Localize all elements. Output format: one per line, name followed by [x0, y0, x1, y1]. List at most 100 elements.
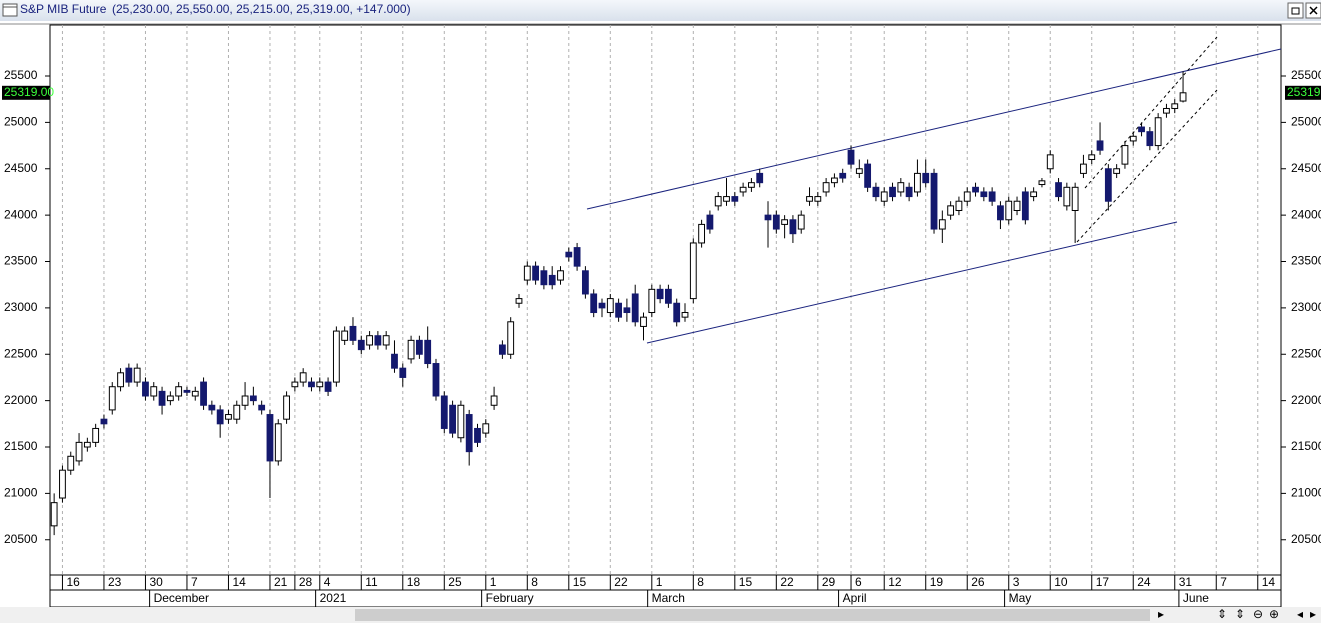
- candle-body: [739, 186, 747, 193]
- candle-body: [581, 270, 589, 295]
- x-tick-label: 17: [1096, 575, 1110, 589]
- x-tick-label: 10: [1054, 575, 1068, 589]
- candle-body: [590, 293, 598, 314]
- zoom-out[interactable]: ⊖: [1253, 607, 1263, 621]
- candle-body: [781, 219, 789, 225]
- y-tick-label: 21500: [4, 439, 38, 453]
- channel-upper: [586, 48, 1282, 210]
- dashed-lower: [1076, 89, 1218, 243]
- candle-body: [125, 367, 133, 383]
- candle-body: [565, 251, 573, 258]
- candle-body: [706, 214, 714, 230]
- candle-body: [673, 302, 681, 323]
- candle-body: [1121, 145, 1129, 165]
- candle-body: [889, 186, 896, 198]
- candle-body: [914, 172, 921, 193]
- x-tick-label: 11: [365, 575, 378, 589]
- candle-body: [457, 404, 465, 439]
- candle-body: [1046, 154, 1054, 170]
- candle-body: [1104, 168, 1112, 202]
- y-tick-label: 22000: [4, 393, 38, 407]
- candle-body: [258, 404, 266, 411]
- candle-body: [316, 381, 324, 388]
- candle-body: [548, 274, 556, 286]
- y-tick-label-right: 25000: [1291, 115, 1321, 129]
- month-label: June: [1183, 591, 1209, 605]
- candle-body: [1005, 200, 1013, 221]
- candle-body: [1063, 186, 1071, 207]
- scroll-right[interactable]: ▸: [1158, 607, 1164, 621]
- candle-body: [806, 196, 813, 202]
- zoom-v2[interactable]: ⇕: [1235, 607, 1245, 621]
- x-tick-label: 22: [780, 575, 794, 589]
- candle-body: [142, 381, 149, 397]
- candle-body: [108, 386, 116, 411]
- scroll-right-end[interactable]: ▸: [1310, 607, 1316, 621]
- y-tick-label-right: 20500: [1291, 532, 1321, 546]
- zoom-controls: ⇕ ⇕ ⊖ ⊕: [1217, 607, 1279, 621]
- candle-body: [1146, 131, 1154, 147]
- month-label: December: [154, 591, 209, 605]
- candle-body: [399, 367, 407, 378]
- x-axis-area: [49, 574, 1282, 608]
- y-tick-label-right: 21500: [1291, 439, 1321, 453]
- candle-body: [1163, 107, 1170, 114]
- candle-body: [831, 177, 838, 184]
- zoom-in[interactable]: ⊕: [1269, 607, 1279, 621]
- ohlc-summary: (25,230.00, 25,550.00, 25,215.00, 25,319…: [112, 2, 411, 16]
- candle-body: [357, 339, 365, 351]
- candle-body: [374, 335, 382, 346]
- candle-body: [133, 367, 141, 383]
- restore-button[interactable]: [1287, 2, 1304, 19]
- candle-body: [839, 172, 847, 179]
- candle-body: [482, 423, 490, 434]
- window-icon[interactable]: [2, 3, 18, 17]
- x-tick-label: 7: [191, 575, 198, 589]
- last-price-label: 25319.00: [4, 85, 54, 99]
- candle-body: [158, 390, 166, 406]
- candle-body: [216, 409, 224, 425]
- y-tick-label: 23500: [4, 254, 38, 268]
- y-tick-label: 22500: [4, 346, 38, 360]
- candle-body: [789, 219, 797, 235]
- last-price-label-right: 25319.00: [1287, 85, 1321, 99]
- candle-body: [797, 214, 805, 230]
- candle-body: [1055, 182, 1062, 198]
- scroll-left-end[interactable]: ◂: [1297, 607, 1303, 621]
- candle-body: [349, 325, 357, 341]
- candle-body: [391, 353, 398, 369]
- instrument-name: S&P MIB Future: [20, 2, 107, 16]
- month-label: 2021: [320, 591, 347, 605]
- month-label: May: [1009, 591, 1032, 605]
- candle-body: [191, 390, 199, 397]
- x-tick-label: 21: [274, 575, 288, 589]
- candle-body: [75, 441, 83, 462]
- candle-body: [814, 196, 822, 202]
- candle-body: [689, 242, 697, 300]
- x-tick-label: 30: [149, 575, 163, 589]
- candle-body: [366, 335, 373, 346]
- x-tick-label: 7: [1220, 575, 1227, 589]
- candle-body: [880, 191, 888, 202]
- candle-body: [407, 339, 415, 360]
- candle-body: [332, 330, 340, 383]
- candle-body: [200, 381, 207, 406]
- x-tick-label: 24: [1137, 575, 1151, 589]
- candle-body: [864, 163, 872, 188]
- y-tick-label-right: 25500: [1291, 68, 1321, 82]
- y-tick-label: 25000: [4, 115, 38, 129]
- restore-icon: [1291, 7, 1300, 15]
- candle-body: [1088, 154, 1096, 160]
- x-tick-label: 25: [448, 575, 462, 589]
- candle-body: [166, 395, 174, 402]
- y-tick-label: 25500: [4, 68, 38, 82]
- candle-body: [523, 265, 531, 281]
- candle-body: [698, 223, 706, 244]
- x-tick-label: 26: [971, 575, 985, 589]
- candle-body: [249, 395, 257, 402]
- y-tick-label-right: 22500: [1291, 346, 1321, 360]
- candle-body: [233, 404, 241, 420]
- candle-body: [681, 312, 689, 318]
- zoom-v[interactable]: ⇕: [1217, 607, 1227, 621]
- scrollbar-thumb[interactable]: [355, 609, 1150, 621]
